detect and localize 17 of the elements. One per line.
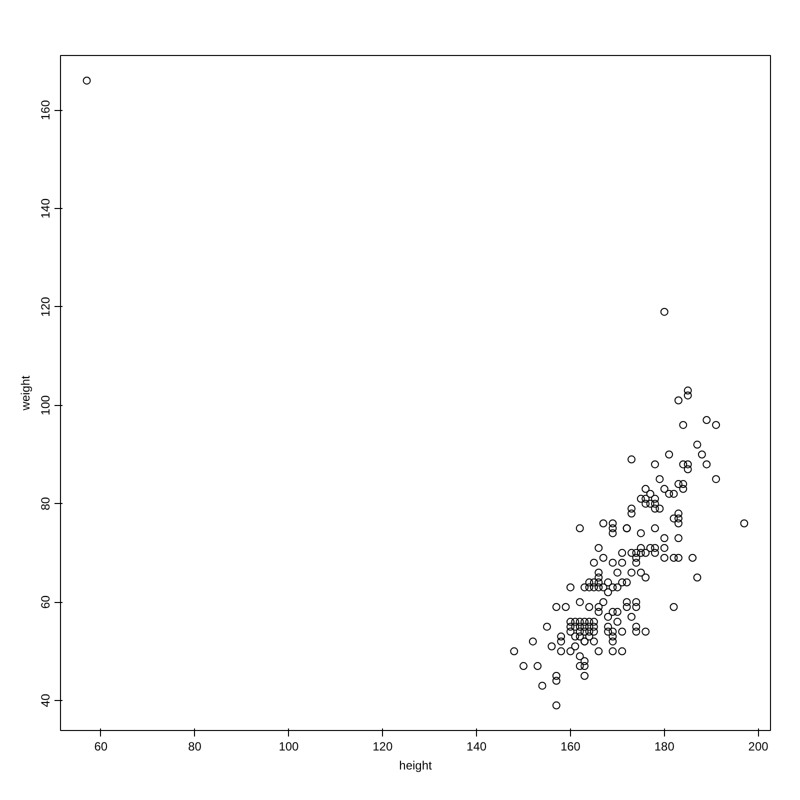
- y-tick-label: 160: [38, 100, 52, 120]
- x-tick-label: 60: [94, 740, 108, 754]
- x-tick-label: 140: [466, 740, 487, 754]
- y-tick-label: 40: [38, 693, 52, 708]
- x-tick-label: 80: [188, 740, 202, 754]
- y-tick-label: 60: [38, 595, 52, 609]
- x-tick-label: 120: [372, 740, 393, 754]
- x-tick-label: 200: [748, 740, 769, 754]
- x-tick-label: 100: [278, 740, 300, 754]
- y-tick-label: 80: [38, 496, 52, 510]
- x-tick-label: 160: [560, 740, 581, 754]
- x-axis-title: height: [399, 758, 433, 772]
- x-tick-label: 180: [654, 740, 675, 754]
- y-tick-label: 140: [38, 198, 52, 219]
- y-tick-label: 120: [38, 296, 52, 317]
- y-tick-label: 100: [38, 394, 52, 416]
- y-axis-title: weight: [18, 374, 32, 412]
